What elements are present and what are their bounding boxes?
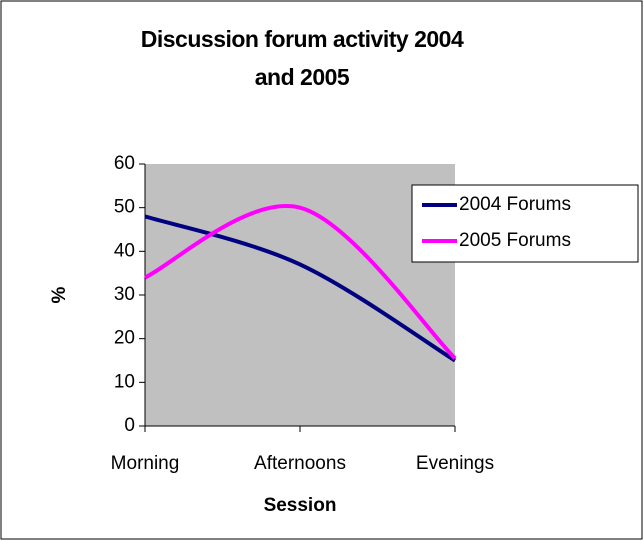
series-line bbox=[144, 214, 457, 363]
y-tick-label: 60 bbox=[114, 153, 135, 174]
x-tick-label: Evenings bbox=[416, 453, 494, 474]
x-axis-label: Session bbox=[264, 495, 337, 516]
legend-label: 2005 Forums bbox=[459, 230, 571, 251]
y-tick-label: 30 bbox=[114, 284, 135, 305]
series-line bbox=[144, 204, 457, 360]
y-tick-label: 20 bbox=[114, 328, 135, 349]
y-tick-label: 10 bbox=[114, 371, 135, 392]
y-axis-label: % bbox=[49, 286, 70, 303]
y-tick-label: 0 bbox=[124, 415, 135, 436]
y-tick-label: 40 bbox=[114, 240, 135, 261]
x-tick-label: Morning bbox=[111, 453, 180, 474]
chart-title: Discussion forum activity 2004 and 2005 bbox=[140, 26, 464, 90]
legend-box bbox=[411, 184, 639, 263]
y-tick-label: 50 bbox=[114, 197, 135, 218]
plot-area bbox=[145, 164, 455, 426]
x-tick-label: Afternoons bbox=[254, 453, 346, 474]
legend-label: 2004 Forums bbox=[459, 194, 571, 215]
